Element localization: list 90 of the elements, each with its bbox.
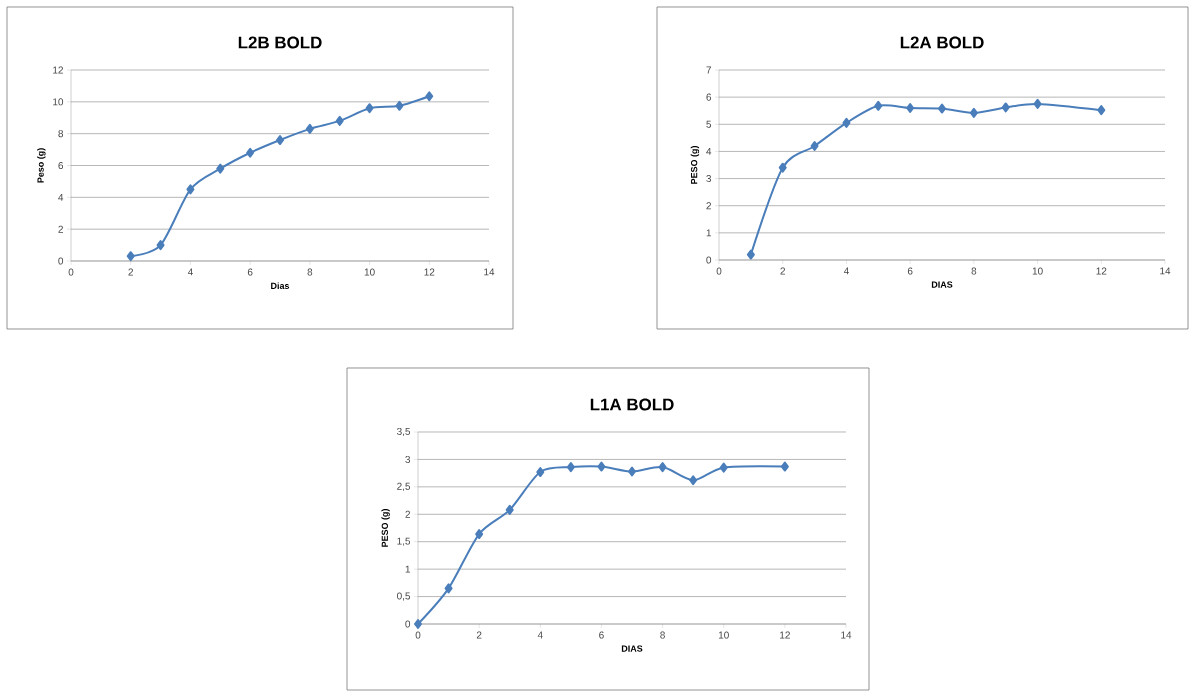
x-axis-title: DIAS	[621, 645, 643, 652]
y-tick-label: 2,5	[397, 482, 411, 491]
y-axis-title: PESO (g)	[690, 146, 700, 184]
x-tick-label: 14	[1160, 267, 1171, 275]
point	[444, 583, 453, 594]
y-tick-label: 1	[706, 229, 712, 237]
x-tick-label: 2	[476, 631, 482, 639]
y-tick-label: 1,5	[397, 537, 411, 546]
x-axis-title: Dias	[271, 282, 290, 289]
y-tick-label: 2	[405, 510, 410, 518]
point	[719, 462, 728, 473]
y-tick-label: 3	[405, 455, 411, 463]
y-axis-title: PESO (g)	[381, 509, 390, 547]
y-tick-label: 0	[58, 257, 64, 265]
x-tick-label: 0	[716, 267, 722, 275]
x-tick-label: 0	[68, 268, 74, 276]
x-tick-label: 6	[907, 267, 913, 275]
x-tick-label: 10	[1032, 267, 1043, 275]
point	[425, 91, 434, 102]
x-tick-label: 10	[364, 268, 375, 276]
point	[842, 117, 851, 128]
x-tick-label: 14	[841, 631, 852, 639]
x-tick-label: 2	[128, 268, 133, 276]
x-tick-label: 0	[415, 631, 421, 639]
point	[536, 467, 545, 478]
y-tick-label: 10	[53, 98, 64, 106]
point	[658, 462, 667, 473]
x-tick-label: 12	[780, 631, 790, 639]
point	[156, 240, 165, 251]
x-tick-label: 2	[780, 267, 785, 275]
y-tick-label: 6	[58, 161, 64, 170]
chart-title: L1A BOLD	[590, 398, 674, 411]
y-tick-label: 5	[706, 120, 712, 128]
x-tick-label: 12	[1096, 267, 1107, 275]
point	[186, 184, 195, 195]
chart-title: L2B BOLD	[238, 36, 322, 49]
y-tick-label: 0,5	[397, 592, 411, 601]
point	[216, 163, 225, 174]
point	[126, 251, 135, 262]
point	[778, 162, 787, 173]
point	[628, 466, 637, 477]
x-tick-label: 8	[307, 268, 313, 276]
point	[505, 504, 514, 515]
x-tick-label: 4	[187, 268, 193, 276]
point	[395, 100, 404, 111]
x-tick-label: 12	[424, 268, 435, 276]
point	[906, 102, 915, 113]
y-tick-label: 2	[706, 202, 711, 210]
x-tick-label: 6	[599, 631, 604, 639]
y-axis-title: Peso (g)	[37, 148, 46, 183]
y-tick-label: 7	[706, 66, 711, 74]
point	[746, 249, 755, 260]
point	[1001, 102, 1010, 113]
point	[1033, 98, 1042, 109]
point	[780, 461, 789, 472]
x-tick-label: 6	[247, 268, 253, 276]
point	[365, 103, 374, 114]
y-tick-label: 0	[405, 620, 411, 628]
y-tick-label: 0	[706, 256, 712, 264]
y-tick-label: 1	[405, 565, 411, 573]
point	[689, 475, 698, 486]
point	[276, 135, 284, 146]
x-tick-label: 8	[971, 267, 977, 275]
y-tick-label: 4	[58, 193, 64, 201]
y-tick-label: 3	[706, 175, 712, 183]
point	[969, 107, 978, 118]
point	[810, 140, 819, 151]
point	[414, 619, 422, 629]
x-tick-label: 8	[660, 631, 665, 639]
point	[305, 123, 314, 134]
y-tick-label: 8	[58, 130, 64, 138]
y-tick-label: 12	[53, 66, 63, 74]
point	[1097, 105, 1106, 116]
y-tick-label: 3,5	[397, 427, 411, 437]
point	[566, 462, 575, 473]
x-tick-label: 14	[484, 268, 495, 276]
point	[874, 100, 883, 111]
point	[597, 461, 606, 472]
x-tick-label: 10	[718, 631, 729, 639]
y-tick-label: 2	[58, 225, 63, 233]
x-tick-label: 4	[843, 267, 849, 275]
point	[475, 529, 484, 540]
chart-title: L2A BOLD	[900, 36, 984, 49]
y-tick-label: 4	[706, 147, 712, 155]
point	[938, 103, 947, 114]
x-tick-label: 4	[537, 631, 543, 639]
y-tick-label: 6	[706, 93, 712, 101]
point	[246, 147, 255, 158]
point	[335, 115, 344, 126]
x-axis-title: DIAS	[931, 281, 953, 288]
